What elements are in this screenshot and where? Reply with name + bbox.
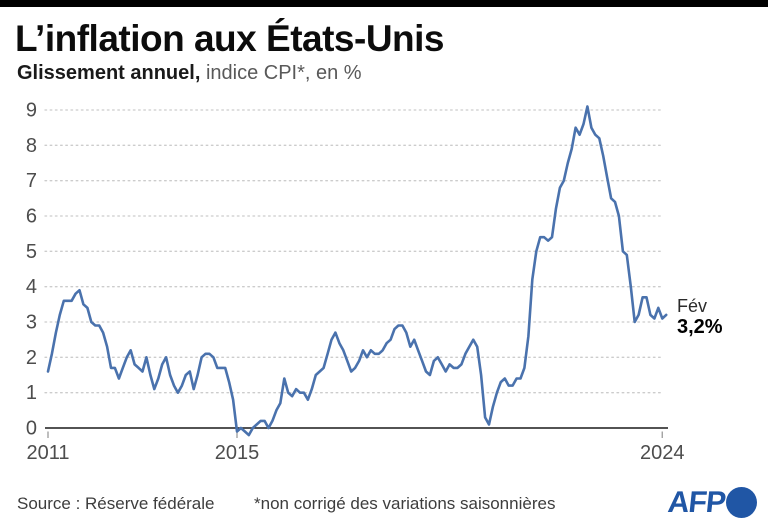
- y-tick-label-7: 7: [26, 170, 37, 192]
- subtitle-regular: indice CPI*, en %: [200, 62, 362, 84]
- x-tick-label-2011: 2011: [26, 442, 69, 464]
- y-tick-label-2: 2: [26, 347, 37, 369]
- annotation-month: Fév: [677, 296, 708, 316]
- y-tick-label-8: 8: [26, 135, 37, 157]
- y-tick-label-3: 3: [26, 312, 37, 334]
- annotation-value: 3,2%: [677, 316, 723, 338]
- top-accent-bar: [0, 0, 768, 7]
- subtitle-bold: Glissement annuel,: [17, 62, 201, 84]
- y-tick-label-9: 9: [26, 100, 37, 122]
- x-tick-label-2015: 2015: [215, 442, 260, 464]
- afp-logo: AFP: [666, 486, 757, 519]
- inflation-line: [46, 105, 668, 437]
- chart-subtitle: Glissement annuel, indice CPI*, en %: [17, 61, 362, 85]
- y-tick-label-5: 5: [26, 241, 37, 263]
- y-tick-label-4: 4: [26, 276, 37, 298]
- latest-value-annotation: Fév 3,2%: [677, 296, 723, 339]
- y-tick-label-1: 1: [26, 382, 37, 404]
- afp-logo-circle-icon: [726, 487, 757, 518]
- x-tick-label-2024: 2024: [640, 442, 685, 464]
- y-tick-label-0: 0: [26, 418, 37, 440]
- page-title: L’inflation aux États-Unis: [15, 18, 445, 59]
- afp-logo-text: AFP: [666, 486, 727, 519]
- y-tick-label-6: 6: [26, 206, 37, 228]
- footnote-text: *non corrigé des variations saisonnières: [254, 494, 556, 513]
- source-text: Source : Réserve fédérale: [17, 494, 215, 513]
